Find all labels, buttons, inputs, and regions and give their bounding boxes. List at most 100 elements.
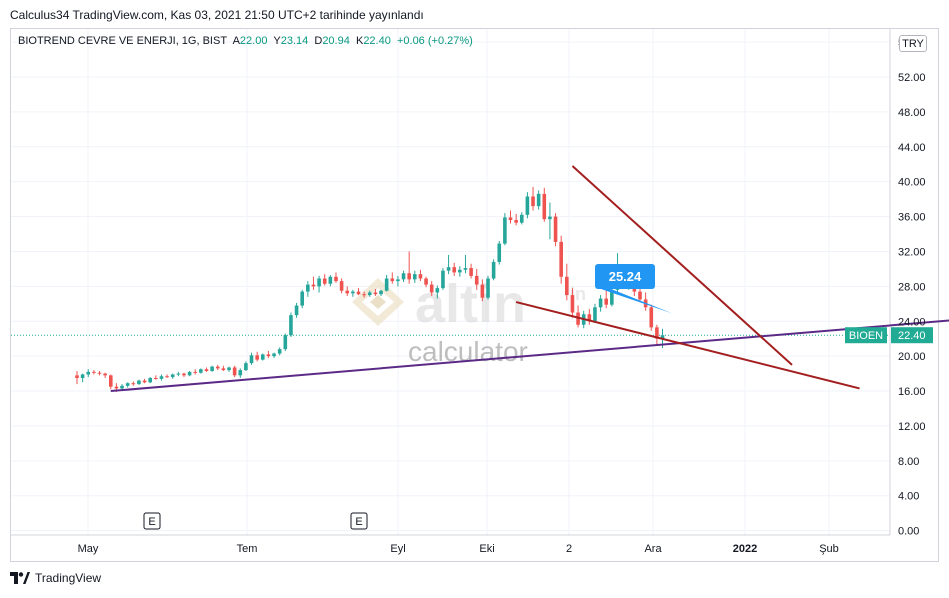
candle	[159, 374, 164, 381]
candle-body	[187, 371, 192, 376]
x-axis: May Tem Eyl Eki 2 Ara 2022 Şub	[78, 543, 839, 555]
candle-body	[339, 281, 344, 291]
candle-body	[491, 261, 496, 279]
candle-body	[131, 383, 136, 385]
candle-body	[469, 268, 473, 276]
candle-body	[508, 217, 513, 221]
candle-body	[638, 291, 642, 300]
candle	[294, 302, 299, 318]
candle	[142, 378, 147, 384]
candle	[418, 269, 423, 282]
y-tick-label: 44.00	[898, 142, 926, 154]
candle	[643, 292, 648, 311]
candle	[390, 272, 395, 284]
y-tick-label: 12.00	[898, 421, 926, 433]
candle	[193, 369, 198, 375]
candle	[525, 192, 530, 219]
candle-body	[356, 291, 361, 295]
candle-body	[396, 279, 400, 282]
candle-body	[221, 368, 226, 371]
candle-body	[598, 298, 603, 308]
candle-body	[266, 354, 271, 357]
candle-body	[75, 375, 79, 378]
currency-button[interactable]: TRY	[899, 35, 927, 52]
candle-body	[649, 307, 654, 328]
candle	[244, 361, 248, 371]
symbol-badge-text: BIOEN	[849, 330, 883, 342]
candle-body	[570, 295, 575, 313]
candle	[176, 371, 181, 377]
candle	[306, 281, 310, 297]
candle-body	[108, 375, 113, 387]
candle	[260, 353, 265, 361]
candle-body	[193, 371, 198, 373]
candle-body	[424, 278, 428, 285]
candle-body	[345, 290, 350, 294]
candle	[598, 295, 603, 312]
y-tick-label: 52.00	[898, 72, 926, 84]
candle	[486, 275, 490, 300]
candle-body	[610, 289, 614, 305]
candle-body	[565, 276, 569, 296]
candle	[351, 289, 355, 297]
candle	[480, 279, 485, 302]
legend-close-label: K	[355, 35, 364, 47]
candle-body	[514, 220, 518, 223]
candle-body	[317, 278, 321, 287]
candle	[75, 370, 79, 385]
candles	[75, 186, 665, 392]
legend-symbol: BIOTREND CEVRE VE ENERJI, 1G, BIST	[18, 35, 228, 47]
candle	[542, 187, 547, 222]
tradingview-logo-icon	[10, 572, 30, 584]
candle	[255, 351, 259, 362]
last-price-badge: BIOEN 22.40	[845, 327, 933, 344]
candle	[215, 364, 220, 371]
candle-body	[283, 335, 288, 350]
candle-body	[227, 367, 231, 371]
candle	[531, 186, 535, 211]
earnings-marker-box	[350, 512, 368, 530]
candle	[283, 333, 288, 351]
legend-high-label: Y	[273, 35, 281, 47]
x-tick-label: Eyl	[390, 543, 405, 555]
candle	[80, 373, 85, 383]
candle-body	[435, 288, 440, 293]
candle	[503, 213, 507, 246]
last-price-badge-box	[891, 327, 933, 344]
candle-body	[604, 298, 609, 305]
candle-body	[334, 276, 338, 282]
candle-body	[159, 376, 164, 379]
candle	[649, 304, 654, 331]
candle-body	[86, 371, 91, 375]
candle-body	[289, 315, 293, 336]
candle	[463, 254, 468, 274]
candle-body	[176, 373, 181, 375]
candle	[593, 303, 597, 324]
candle-body	[525, 196, 530, 215]
grid	[11, 29, 891, 536]
candle	[108, 374, 113, 390]
watermark-word-1: altin	[415, 274, 526, 334]
y-tick-label: 48.00	[898, 107, 926, 119]
wedge-upper-line	[571, 165, 793, 366]
callout-pointer	[601, 289, 673, 314]
candle	[553, 213, 558, 247]
earnings-marker[interactable]: E	[143, 512, 161, 530]
earnings-marker[interactable]: E	[350, 512, 368, 530]
watermark-word-2: calculator	[408, 336, 528, 367]
candle	[508, 210, 513, 224]
candle	[125, 382, 130, 388]
candle	[328, 275, 333, 287]
x-tick-label: Şub	[819, 543, 839, 555]
candle	[210, 365, 214, 372]
candle	[373, 288, 378, 296]
candle-body	[660, 335, 665, 339]
candle	[249, 352, 254, 365]
candle-body	[474, 275, 479, 285]
candle	[238, 368, 243, 378]
candle-body	[559, 241, 563, 277]
symbol-badge-box	[845, 327, 887, 344]
tradingview-branding[interactable]: TradingView	[10, 571, 101, 585]
